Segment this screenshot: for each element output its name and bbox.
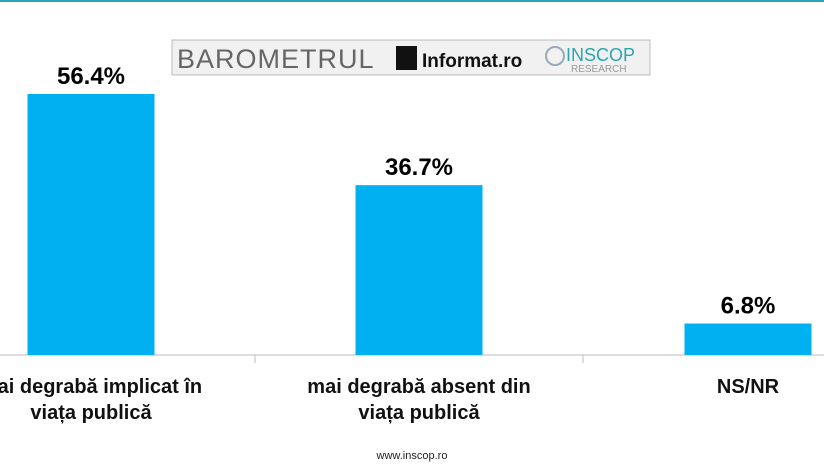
footer: www.inscop.ro bbox=[376, 450, 448, 462]
category-label: mai degrabă implicat în viața publică bbox=[0, 376, 203, 424]
logo-research: RESEARCH bbox=[571, 64, 627, 75]
bar bbox=[684, 323, 812, 355]
value-label: 6.8% bbox=[721, 293, 776, 320]
bar bbox=[355, 185, 483, 355]
bar bbox=[27, 94, 155, 355]
logo-informat: Informat.ro bbox=[422, 51, 522, 72]
logo: BAROMETRUL Informat.ro INSCOP RESEARCH bbox=[171, 39, 651, 76]
logo-icon bbox=[396, 46, 417, 70]
logo-informat-domain: .ro bbox=[498, 51, 522, 72]
value-label: 36.7% bbox=[385, 154, 453, 181]
logo-barometer: BAROMETRUL bbox=[177, 44, 375, 74]
logo-inscop: INSCOP bbox=[566, 45, 635, 65]
value-label: 56.4% bbox=[57, 63, 125, 90]
logo-circle bbox=[545, 46, 565, 66]
category-label: NS/NR bbox=[716, 376, 780, 398]
logo-informat-name: Informat bbox=[422, 51, 499, 72]
category-label: mai degrabă absent din viața publică bbox=[307, 376, 531, 424]
